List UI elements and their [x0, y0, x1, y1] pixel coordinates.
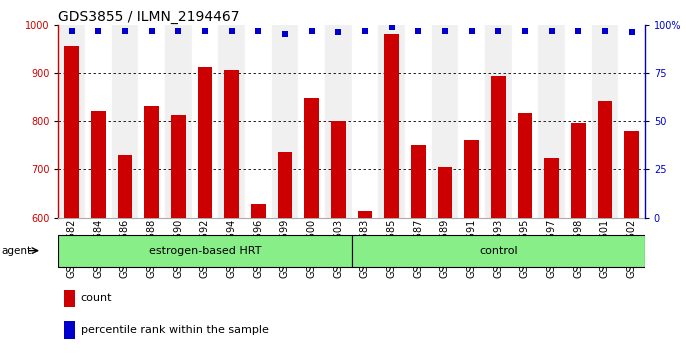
Point [306, 28, 317, 33]
Bar [438, 167, 452, 218]
Text: control: control [479, 246, 517, 256]
Text: estrogen-based HRT: estrogen-based HRT [149, 246, 261, 256]
Point [226, 28, 237, 33]
Bar [165, 25, 191, 218]
Text: GDS3855 / ILMN_2194467: GDS3855 / ILMN_2194467 [58, 10, 240, 24]
Point [146, 28, 157, 33]
Bar [351, 235, 645, 267]
Bar [218, 25, 245, 218]
Bar [357, 211, 372, 218]
Bar [539, 25, 565, 218]
Bar [298, 25, 325, 218]
Point [386, 24, 397, 29]
Bar [64, 290, 75, 307]
Bar [618, 25, 645, 218]
Bar [325, 25, 352, 218]
Bar [251, 204, 265, 218]
Bar [544, 158, 559, 218]
Bar [198, 67, 212, 218]
Bar [91, 111, 106, 218]
Bar [224, 70, 239, 218]
Bar [351, 25, 378, 218]
Point [466, 28, 477, 33]
Bar [112, 25, 139, 218]
Bar [139, 25, 165, 218]
Point [173, 28, 184, 33]
Point [252, 28, 263, 33]
Bar [64, 46, 79, 218]
Bar [598, 101, 612, 218]
Point [600, 28, 611, 33]
Bar [58, 235, 351, 267]
Point [546, 28, 557, 33]
Point [493, 28, 504, 33]
Bar [405, 25, 431, 218]
Point [333, 30, 344, 35]
Bar [272, 25, 298, 218]
Point [519, 28, 530, 33]
Bar [565, 25, 591, 218]
Bar [58, 25, 85, 218]
Text: count: count [80, 293, 112, 303]
Point [626, 30, 637, 35]
Point [66, 28, 77, 33]
Point [440, 28, 451, 33]
Bar [278, 152, 292, 218]
Bar [331, 121, 346, 218]
Point [93, 28, 104, 33]
Bar [571, 123, 586, 218]
Bar [85, 25, 112, 218]
Text: agent: agent [1, 246, 32, 256]
Bar [378, 25, 405, 218]
Bar [117, 155, 132, 218]
Bar [458, 25, 485, 218]
Point [573, 28, 584, 33]
Bar [624, 131, 639, 218]
Point [119, 28, 130, 33]
Bar [191, 25, 218, 218]
Bar [485, 25, 512, 218]
Bar [245, 25, 272, 218]
Point [359, 28, 370, 33]
Point [279, 32, 290, 37]
Bar [305, 98, 319, 218]
Bar [411, 145, 425, 218]
Point [413, 28, 424, 33]
Point [200, 28, 211, 33]
Bar [517, 113, 532, 218]
Text: percentile rank within the sample: percentile rank within the sample [80, 325, 268, 335]
Bar [491, 76, 506, 218]
Bar [171, 115, 186, 218]
Bar [384, 34, 399, 218]
Bar [64, 321, 75, 339]
Bar [591, 25, 618, 218]
Bar [144, 106, 159, 218]
Bar [464, 139, 479, 218]
Bar [431, 25, 458, 218]
Bar [512, 25, 539, 218]
